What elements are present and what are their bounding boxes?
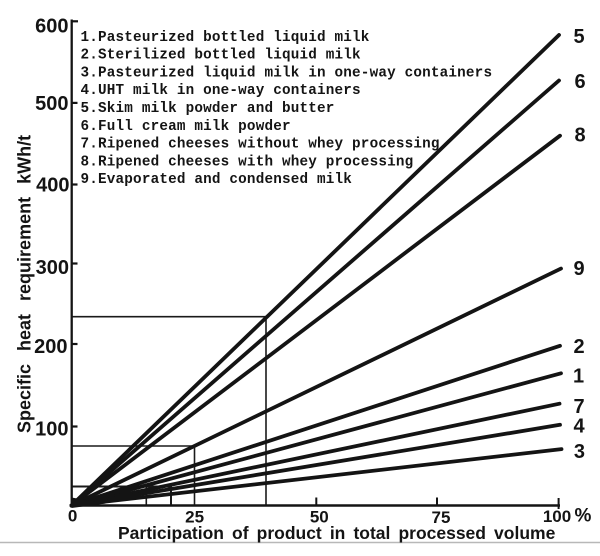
svg-text:7: 7 [573,396,584,418]
svg-text:75: 75 [432,508,451,527]
svg-text:1: 1 [573,366,584,388]
svg-text:500: 500 [35,93,68,115]
svg-text:25: 25 [185,507,204,526]
svg-text:2: 2 [573,336,584,358]
svg-text:50: 50 [310,507,329,526]
svg-text:7.Ripened cheeses without whey: 7.Ripened cheeses without whey processin… [81,137,440,153]
svg-text:6.Full cream milk powder: 6.Full cream milk powder [81,119,291,135]
svg-text:9.Evaporated and condensed mil: 9.Evaporated and condensed milk [81,172,353,188]
svg-text:3: 3 [574,441,585,463]
svg-text:5.Skim milk powder and butter: 5.Skim milk powder and butter [81,101,335,117]
svg-text:4.UHT milk in one-way containe: 4.UHT milk in one-way containers [81,83,361,99]
svg-text:3.Pasteurized liquid milk in o: 3.Pasteurized liquid milk in one-way con… [81,65,493,81]
svg-text:8.Ripened cheeses with whey pr: 8.Ripened cheeses with whey processing [81,154,414,170]
svg-text:Specific heat requirement kWh/: Specific heat requirement kWh/t [15,135,35,433]
svg-text:%: % [575,506,592,527]
svg-text:400: 400 [36,174,69,196]
svg-text:100: 100 [35,418,68,440]
svg-text:9: 9 [573,258,584,280]
svg-text:4: 4 [573,415,585,437]
svg-text:6: 6 [574,71,585,93]
svg-text:200: 200 [34,336,67,358]
svg-text:100: 100 [543,507,571,526]
svg-text:8: 8 [574,125,585,147]
svg-text:1.Pasteurized bottled liquid m: 1.Pasteurized bottled liquid milk [81,30,370,46]
svg-text:5: 5 [573,26,584,48]
svg-text:Participation of product in to: Participation of product in total proces… [118,523,556,543]
svg-text:300: 300 [36,257,69,279]
svg-text:0: 0 [68,506,77,525]
svg-text:600: 600 [35,15,68,37]
svg-text:2.Sterilized bottled liquid mi: 2.Sterilized bottled liquid milk [81,48,362,64]
